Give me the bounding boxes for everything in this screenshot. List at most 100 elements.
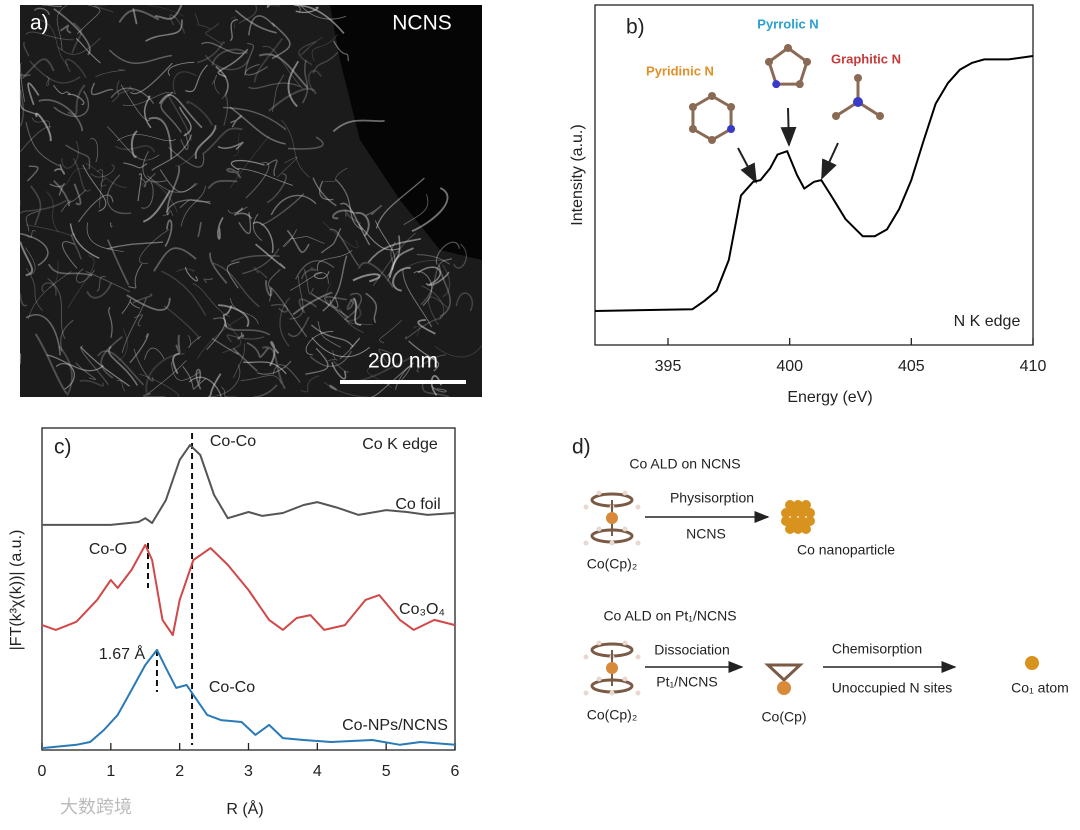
fiber bbox=[329, 384, 337, 391]
fiber bbox=[388, 247, 414, 278]
fiber bbox=[435, 241, 460, 265]
fiber bbox=[108, 345, 139, 386]
fiber bbox=[85, 162, 127, 189]
precursor-label: Co(Cp)₂ bbox=[587, 707, 638, 723]
fiber bbox=[139, 229, 170, 264]
fiber bbox=[227, 206, 248, 214]
fiber bbox=[300, 267, 317, 280]
fiber bbox=[59, 24, 72, 34]
fiber bbox=[95, 69, 126, 78]
fiber bbox=[21, 58, 55, 80]
fiber bbox=[163, 305, 200, 340]
fiber bbox=[209, 252, 228, 284]
fiber bbox=[29, 60, 81, 84]
fiber bbox=[75, 362, 97, 380]
fiber bbox=[47, 277, 66, 340]
fiber bbox=[300, 375, 320, 393]
atom bbox=[583, 690, 589, 696]
fiber bbox=[379, 320, 402, 344]
fiber bbox=[139, 373, 180, 398]
fiber bbox=[270, 303, 288, 313]
fiber bbox=[25, 31, 74, 41]
fiber bbox=[188, 376, 222, 398]
fiber bbox=[96, 275, 106, 292]
fiber bbox=[107, 241, 164, 250]
fiber bbox=[221, 386, 237, 398]
atom bbox=[785, 500, 795, 510]
sem-image: a) NCNS 200 nm bbox=[19, 4, 483, 398]
fiber bbox=[175, 127, 218, 167]
fiber bbox=[271, 22, 291, 60]
annotation: Co-O bbox=[89, 541, 127, 558]
fiber bbox=[307, 70, 322, 92]
panel-label: b) bbox=[626, 16, 645, 39]
fiber bbox=[82, 164, 107, 212]
fiber bbox=[195, 369, 202, 390]
fiber bbox=[30, 185, 42, 226]
atom bbox=[797, 508, 807, 518]
fiber bbox=[238, 212, 252, 235]
fiber bbox=[134, 314, 143, 327]
fiber bbox=[194, 13, 211, 30]
fiber bbox=[79, 346, 130, 387]
fiber bbox=[425, 271, 450, 286]
fiber bbox=[365, 292, 378, 324]
atom bbox=[688, 103, 697, 111]
fiber bbox=[122, 92, 177, 106]
fiber bbox=[203, 127, 243, 154]
fiber bbox=[143, 95, 152, 129]
fiber bbox=[19, 241, 34, 277]
step-label: Dissociation bbox=[654, 642, 729, 658]
fiber bbox=[58, 345, 73, 396]
fiber bbox=[253, 384, 278, 398]
fiber bbox=[326, 282, 350, 325]
fiber bbox=[237, 168, 293, 186]
fiber bbox=[305, 331, 334, 356]
fiber bbox=[41, 282, 57, 296]
fiber bbox=[67, 84, 86, 116]
annotation: Co-Co bbox=[209, 679, 255, 696]
fiber bbox=[332, 119, 385, 133]
fiber bbox=[229, 298, 259, 325]
edge-label: N K edge bbox=[954, 313, 1021, 330]
fiber bbox=[106, 239, 130, 286]
fiber bbox=[453, 243, 467, 269]
fiber bbox=[421, 383, 450, 398]
fiber bbox=[331, 362, 347, 380]
fiber bbox=[203, 277, 214, 284]
fiber bbox=[332, 360, 349, 374]
fiber bbox=[19, 200, 22, 206]
fiber bbox=[172, 71, 197, 94]
fiber bbox=[111, 80, 120, 103]
fiber bbox=[130, 130, 138, 158]
atom bbox=[853, 97, 863, 107]
fiber bbox=[96, 169, 104, 209]
fiber bbox=[408, 340, 440, 372]
fiber bbox=[332, 209, 356, 220]
fiber bbox=[25, 314, 61, 356]
fiber bbox=[123, 162, 148, 169]
fiber bbox=[70, 233, 82, 260]
fiber bbox=[229, 135, 270, 189]
atom bbox=[784, 44, 792, 52]
fiber bbox=[145, 352, 185, 396]
fiber bbox=[38, 99, 84, 132]
fiber bbox=[164, 219, 173, 248]
fiber bbox=[161, 270, 207, 316]
atom bbox=[789, 508, 799, 518]
atom bbox=[764, 57, 773, 66]
data-line bbox=[41, 543, 456, 636]
fiber bbox=[61, 241, 78, 269]
fiber bbox=[233, 343, 246, 378]
fiber bbox=[226, 334, 265, 343]
fiber bbox=[86, 222, 124, 252]
fiber bbox=[312, 51, 339, 74]
fiber bbox=[196, 316, 244, 360]
fiber bbox=[76, 4, 101, 35]
x-tick-label: 410 bbox=[1020, 358, 1047, 375]
fiber bbox=[48, 260, 59, 289]
fiber bbox=[151, 134, 193, 171]
series-label: Co foil bbox=[395, 496, 440, 513]
y-axis-label: Intensity (a.u.) bbox=[569, 124, 586, 225]
